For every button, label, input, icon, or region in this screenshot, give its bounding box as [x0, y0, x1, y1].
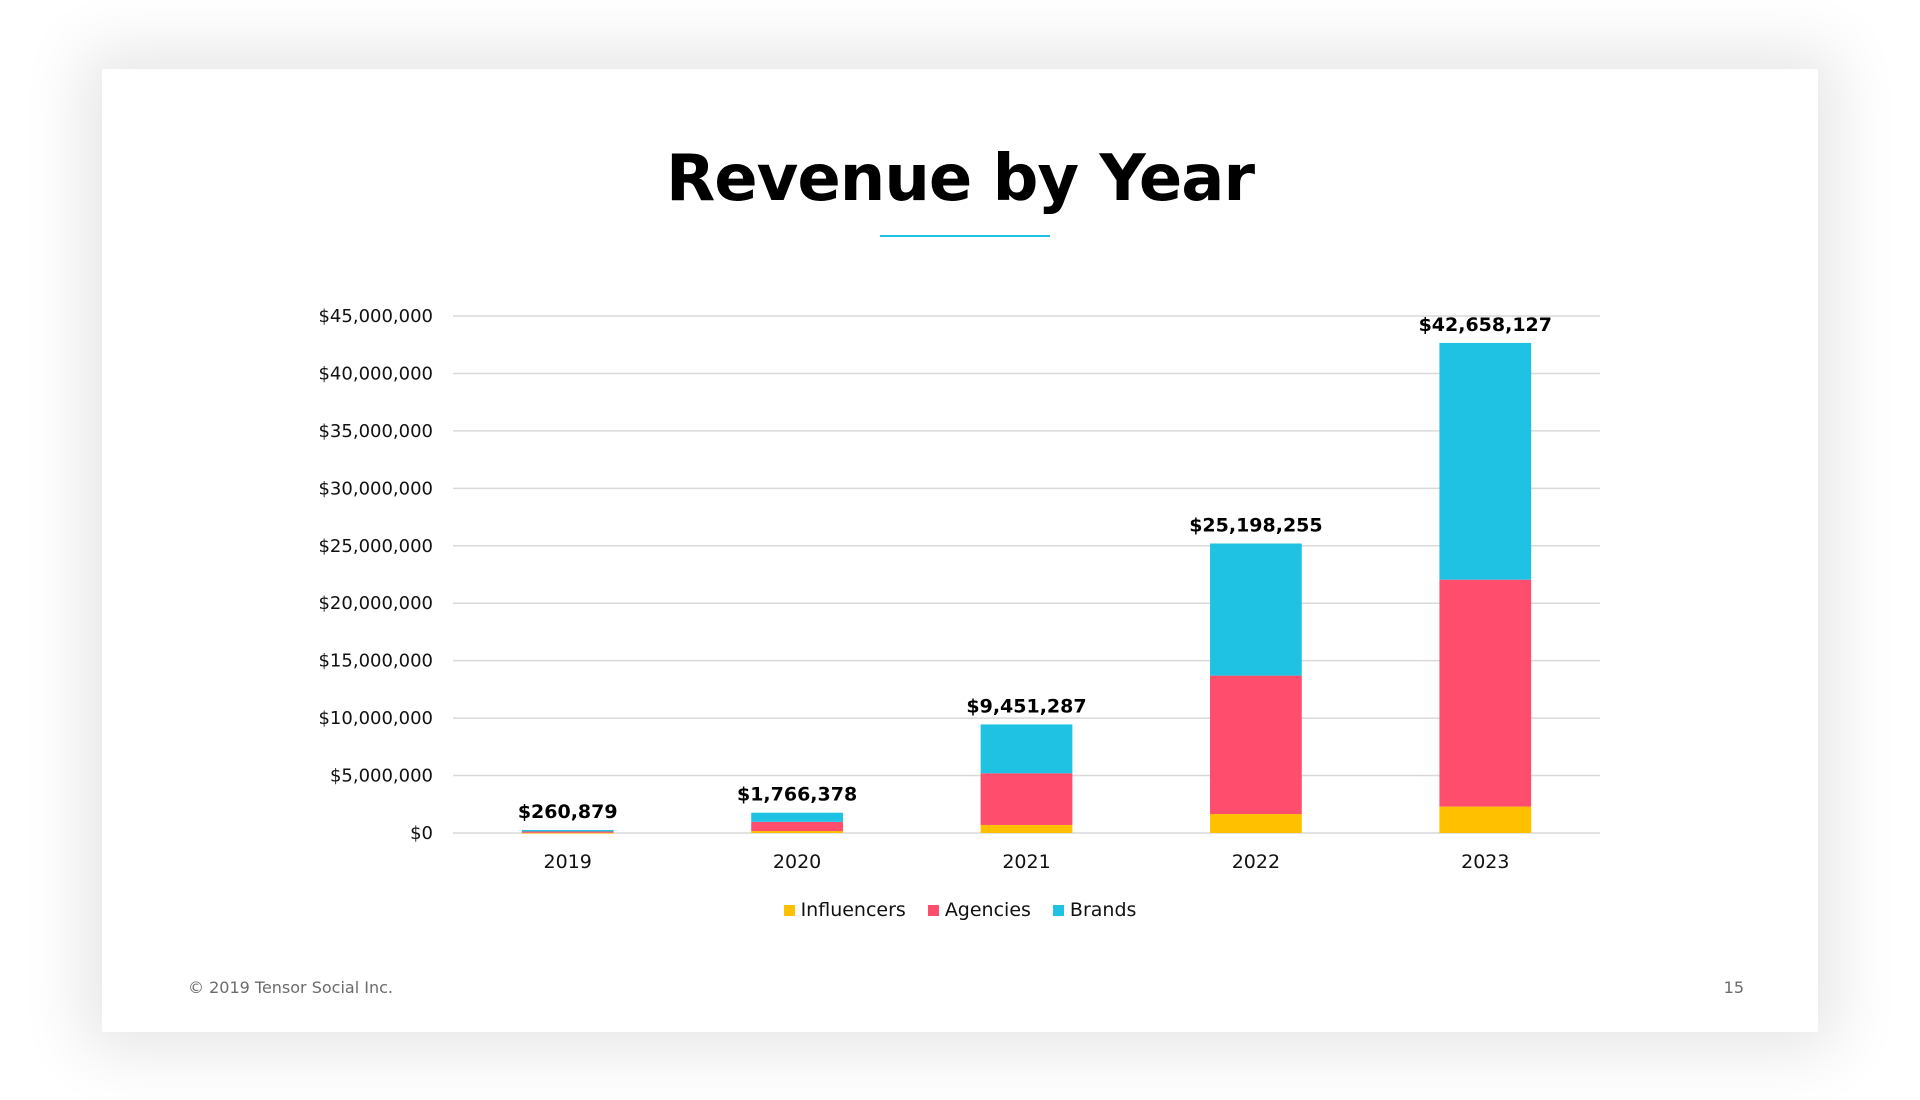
- y-tick-label: $15,000,000: [318, 651, 433, 672]
- legend-item-agencies: Agencies: [927, 899, 1031, 921]
- slide-title: Revenue by Year: [665, 142, 1255, 216]
- legend-swatch: [783, 904, 795, 916]
- total-label: $1,766,378: [737, 784, 857, 806]
- bar-segment-influencers: [751, 831, 843, 833]
- legend-swatch: [927, 904, 939, 916]
- legend-label: Brands: [1069, 899, 1137, 921]
- legend-label: Agencies: [944, 899, 1031, 921]
- legend-swatch: [1052, 904, 1064, 916]
- y-tick-label: $0: [410, 823, 433, 844]
- bar-segment-brands: [1210, 543, 1302, 676]
- total-label: $9,451,287: [966, 695, 1086, 717]
- y-tick-label: $5,000,000: [330, 766, 433, 787]
- bar-segment-brands: [980, 724, 1073, 774]
- bar-segment-influencers: [1210, 814, 1302, 833]
- total-label: $25,198,255: [1189, 515, 1322, 537]
- x-tick-label: 2021: [1002, 851, 1050, 873]
- copyright-footer: © 2019 Tensor Social Inc.: [188, 978, 393, 997]
- gridlines: [453, 315, 1600, 834]
- x-tick-label: 2023: [1461, 851, 1509, 873]
- bar-segment-agencies: [1439, 579, 1532, 807]
- page-number: 15: [1723, 978, 1744, 997]
- legend-item-influencers: Influencers: [783, 899, 906, 921]
- data-labels: $260,879 $1,766,378 $9,451,287 $25,198,255 $…: [518, 314, 1552, 823]
- y-tick-label: $35,000,000: [318, 421, 433, 442]
- bars: [521, 342, 1532, 834]
- bar-segment-brands: [521, 830, 614, 832]
- bar-segment-influencers: [980, 824, 1073, 833]
- bar-segment-agencies: [1210, 675, 1302, 815]
- bar-segment-agencies: [521, 831, 614, 833]
- x-tick-label: 2020: [773, 851, 821, 873]
- total-label: $42,658,127: [1419, 314, 1552, 336]
- y-tick-label: $25,000,000: [318, 536, 433, 557]
- total-label: $260,879: [518, 801, 618, 823]
- x-tick-label: 2022: [1232, 851, 1280, 873]
- bar-segment-influencers: [521, 832, 614, 834]
- y-axis-ticks: $0 $5,000,000 $10,000,000 $15,000,000 $20,00…: [318, 306, 433, 844]
- title-underline: [880, 235, 1050, 237]
- x-axis-ticks: 2019 2020 2021 2022 2023: [544, 851, 1510, 873]
- bar-segment-brands: [1439, 342, 1532, 580]
- y-tick-label: $45,000,000: [318, 306, 433, 327]
- y-tick-label: $10,000,000: [318, 708, 433, 729]
- y-tick-label: $40,000,000: [318, 363, 433, 384]
- legend-label: Influencers: [800, 899, 906, 921]
- y-tick-label: $30,000,000: [318, 478, 433, 499]
- y-tick-label: $20,000,000: [318, 593, 433, 614]
- bar-segment-agencies: [751, 821, 843, 832]
- x-tick-label: 2019: [544, 851, 592, 873]
- chart-legend: Influencers Agencies Brands: [0, 899, 1920, 921]
- bar-segment-influencers: [1439, 806, 1532, 833]
- legend-item-brands: Brands: [1052, 899, 1137, 921]
- bar-segment-agencies: [980, 773, 1073, 825]
- slide: [102, 69, 1818, 1032]
- bar-segment-brands: [751, 812, 843, 822]
